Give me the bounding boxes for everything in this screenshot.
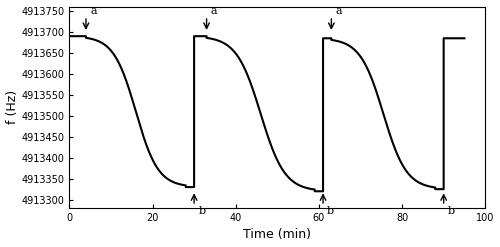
Text: a: a (210, 6, 218, 16)
Text: a: a (336, 6, 342, 16)
Text: b: b (327, 206, 334, 216)
Text: b: b (198, 206, 205, 216)
Text: b: b (448, 206, 455, 216)
Y-axis label: f (Hz): f (Hz) (6, 90, 18, 124)
Text: a: a (90, 6, 96, 16)
X-axis label: Time (min): Time (min) (244, 228, 312, 242)
